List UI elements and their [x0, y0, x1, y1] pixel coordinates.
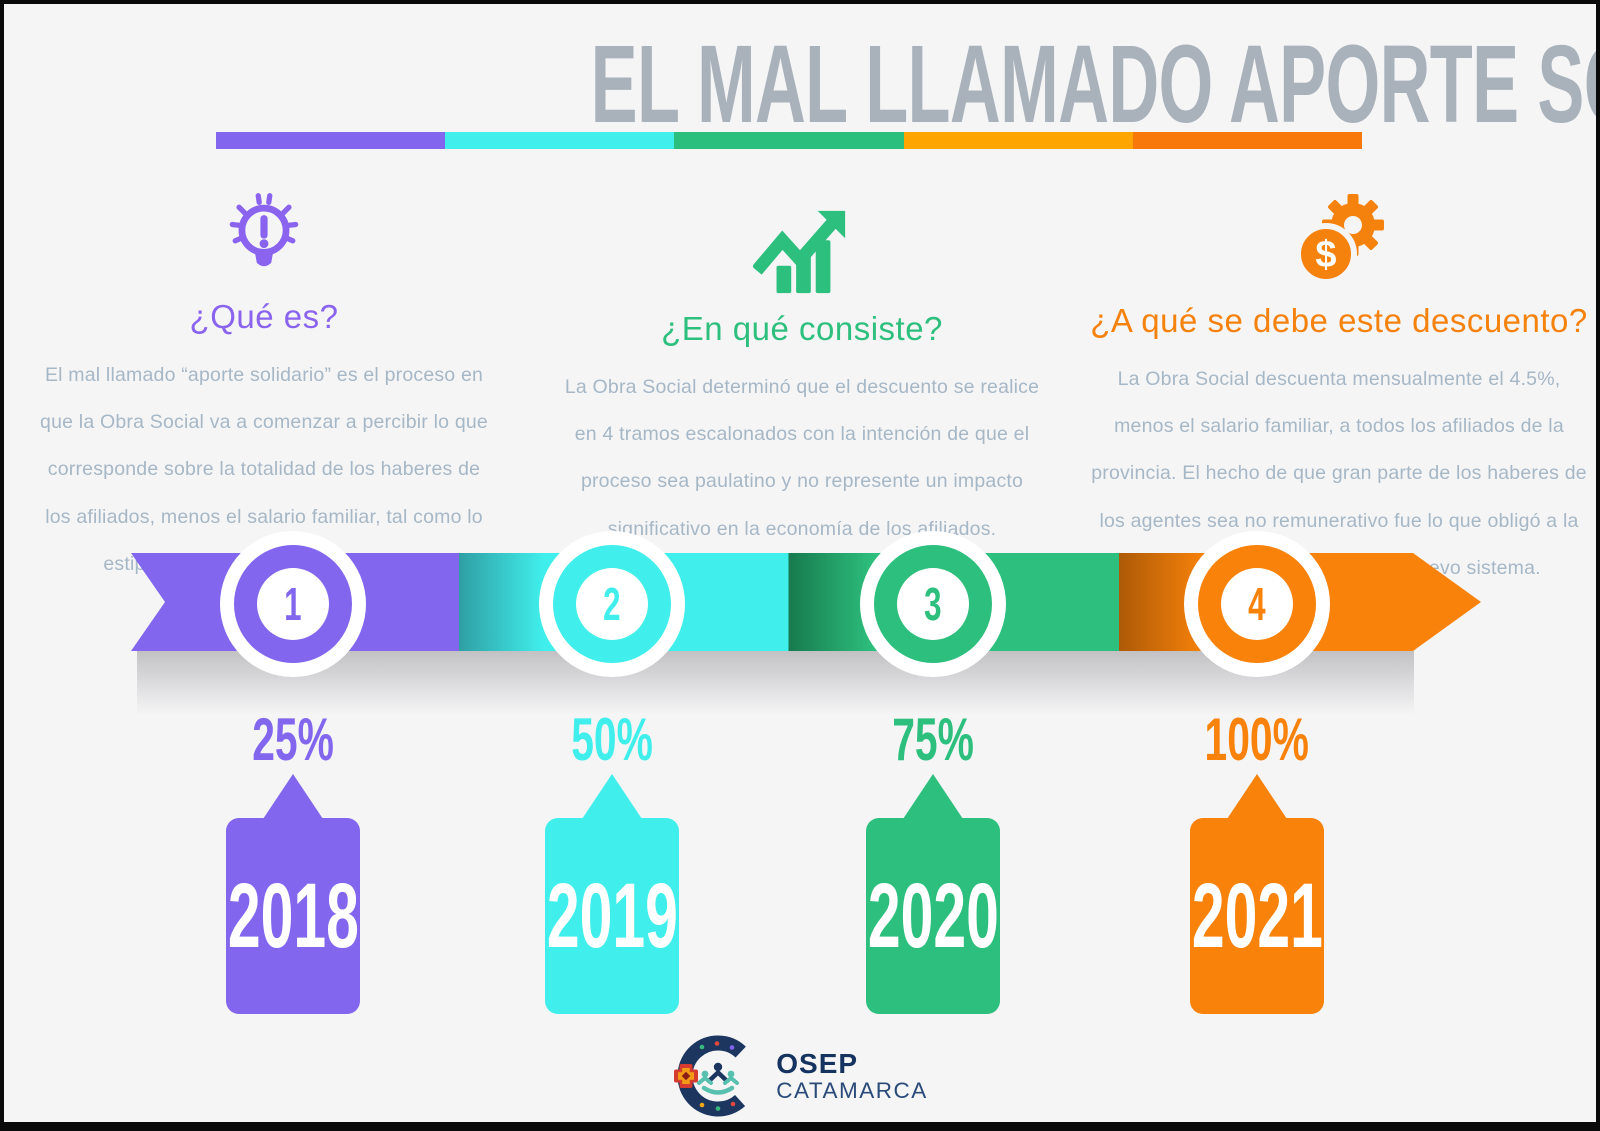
- year-card-pointer: [1225, 774, 1289, 822]
- logo-org-name: OSEP: [776, 1048, 859, 1080]
- step-number: 1: [284, 578, 302, 630]
- step-number: 3: [924, 578, 942, 630]
- title-underline-bar: [216, 132, 1363, 149]
- year-card: 2021: [1190, 818, 1324, 1014]
- timeline-step-marker-4: 4: [1184, 531, 1330, 677]
- section-body-text: La Obra Social descuenta mensualmente el…: [1091, 368, 1587, 579]
- section-heading: ¿Qué es?: [189, 298, 339, 335]
- section-heading: ¿A qué se debe este descuento?: [1090, 302, 1588, 339]
- section-en-que-consiste: ¿En qué consiste? La Obra Social determi…: [564, 200, 1040, 553]
- step-number: 4: [1248, 578, 1266, 630]
- osep-logo-icon: [672, 1030, 764, 1122]
- step-percent-label: 75%: [892, 706, 974, 773]
- year-label: 2018: [227, 865, 359, 967]
- page-title: EL MAL LLAMADO APORTE SOLIDARIO: [590, 23, 1596, 146]
- lightbulb-exclamation-icon: [216, 188, 312, 284]
- section-body-text: La Obra Social determinó que el descuent…: [564, 376, 1040, 540]
- timeline-step-marker-3: 3: [860, 531, 1006, 677]
- year-card: 2020: [866, 818, 1000, 1014]
- year-card-pointer: [261, 774, 325, 822]
- bar-segment-green: [674, 132, 904, 149]
- year-card-pointer: [580, 774, 644, 822]
- year-label: 2019: [546, 865, 678, 967]
- step-percent-label: 50%: [571, 706, 653, 773]
- timeline-step-marker-1: 1: [220, 531, 366, 677]
- section-heading: ¿En qué consiste?: [661, 310, 943, 347]
- year-card: 2019: [545, 818, 679, 1014]
- step-percent-label: 25%: [252, 706, 334, 773]
- step-percent-label: 100%: [1204, 706, 1310, 773]
- svg-text:$: $: [1315, 234, 1336, 276]
- bar-segment-cyan: [445, 132, 675, 149]
- year-label: 2020: [867, 865, 999, 967]
- section-que-es: ¿Qué es? El mal llamado “aporte solidari…: [34, 188, 494, 588]
- timeline-step-marker-2: 2: [539, 531, 685, 677]
- year-card: 2018: [226, 818, 360, 1014]
- year-label: 2021: [1191, 865, 1323, 967]
- year-card-pointer: [901, 774, 965, 822]
- growth-chart-icon: [753, 200, 851, 296]
- osep-logo: OSEP CATAMARCA: [4, 1030, 1596, 1122]
- bar-segment-amber: [903, 132, 1133, 149]
- bar-segment-purple: [216, 132, 446, 149]
- step-number: 2: [603, 578, 621, 630]
- section-a-que-se-debe: $ ¿A qué se debe este descuento? La Obra…: [1089, 192, 1589, 592]
- bar-segment-orange: [1132, 132, 1363, 149]
- logo-org-location: CATAMARCA: [776, 1077, 928, 1103]
- timeline-ribbon-shadow: [137, 651, 1414, 719]
- coin-gear-icon: $: [1289, 192, 1389, 288]
